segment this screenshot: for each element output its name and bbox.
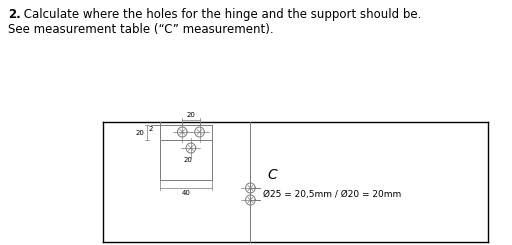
Text: 20: 20 xyxy=(184,157,193,163)
Text: 20: 20 xyxy=(186,112,196,118)
Text: Calculate where the holes for the hinge and the support should be.: Calculate where the holes for the hinge … xyxy=(20,8,421,21)
Text: See measurement table (“C” measurement).: See measurement table (“C” measurement). xyxy=(8,23,273,36)
Text: C: C xyxy=(268,168,278,182)
Text: 20: 20 xyxy=(135,130,144,135)
Text: Ø25 = 20,5mm / Ø20 = 20mm: Ø25 = 20,5mm / Ø20 = 20mm xyxy=(263,189,401,198)
Text: 40: 40 xyxy=(182,190,190,196)
Text: 2: 2 xyxy=(148,126,153,132)
Text: 2.: 2. xyxy=(8,8,20,21)
